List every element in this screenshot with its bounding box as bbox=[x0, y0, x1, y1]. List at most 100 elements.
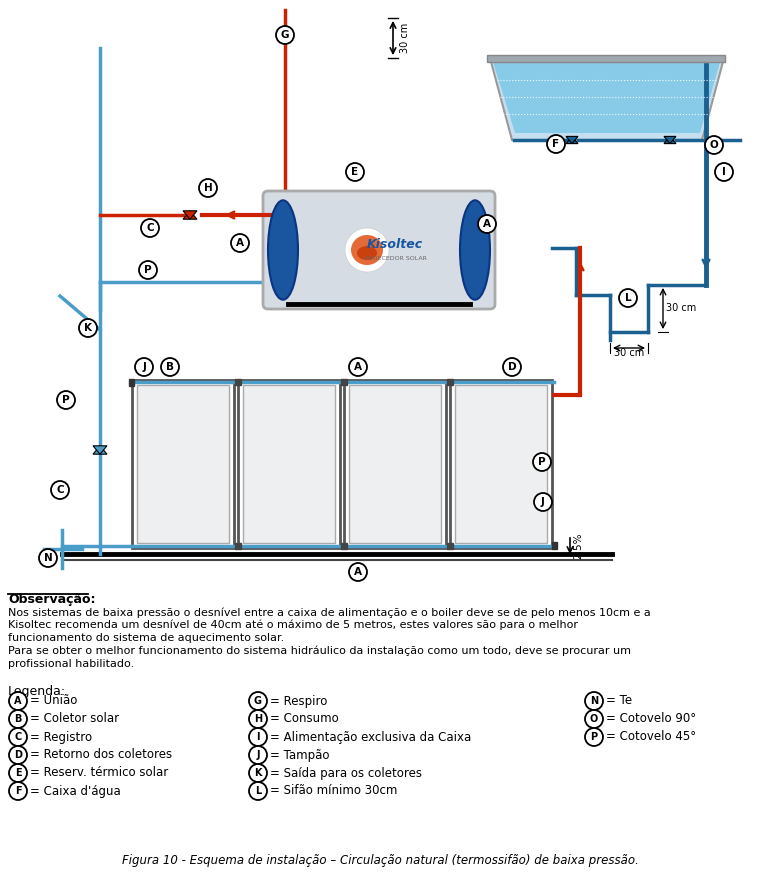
Text: E: E bbox=[351, 167, 359, 177]
Bar bbox=[552, 542, 557, 549]
Circle shape bbox=[51, 481, 69, 499]
Circle shape bbox=[9, 764, 27, 782]
Text: Kisoltec: Kisoltec bbox=[367, 238, 423, 251]
Text: H: H bbox=[204, 183, 212, 193]
Text: 30 cm: 30 cm bbox=[400, 23, 410, 53]
Circle shape bbox=[276, 26, 294, 44]
Bar bbox=[447, 379, 453, 385]
Text: Observação:: Observação: bbox=[8, 593, 96, 606]
Circle shape bbox=[9, 710, 27, 728]
Bar bbox=[132, 380, 234, 548]
Text: C: C bbox=[14, 732, 21, 742]
Text: Para se obter o melhor funcionamento do sistema hidráulico da instalação como um: Para se obter o melhor funcionamento do … bbox=[8, 646, 631, 657]
Polygon shape bbox=[93, 446, 107, 454]
Text: J: J bbox=[142, 362, 146, 372]
Text: Ver: Ver bbox=[362, 191, 382, 201]
Circle shape bbox=[249, 692, 267, 710]
Text: I: I bbox=[722, 167, 726, 177]
Circle shape bbox=[619, 289, 637, 307]
Text: G: G bbox=[254, 696, 262, 706]
Circle shape bbox=[79, 319, 97, 337]
Circle shape bbox=[349, 563, 367, 581]
Circle shape bbox=[585, 728, 603, 746]
Text: N: N bbox=[590, 696, 598, 706]
Text: = União: = União bbox=[30, 695, 78, 708]
Bar bbox=[455, 385, 547, 543]
Circle shape bbox=[346, 163, 364, 181]
Circle shape bbox=[349, 358, 367, 376]
Circle shape bbox=[585, 692, 603, 710]
Circle shape bbox=[9, 746, 27, 764]
Text: Kisoltec recomenda um desnível de 40cm até o máximo de 5 metros, estes valores s: Kisoltec recomenda um desnível de 40cm a… bbox=[8, 620, 578, 631]
Circle shape bbox=[231, 234, 249, 252]
Text: I: I bbox=[256, 732, 260, 742]
Text: E: E bbox=[14, 768, 21, 778]
Circle shape bbox=[57, 391, 75, 409]
Circle shape bbox=[249, 728, 267, 746]
Polygon shape bbox=[490, 58, 724, 140]
Text: P: P bbox=[62, 395, 70, 405]
Text: = Te: = Te bbox=[606, 695, 632, 708]
Bar bbox=[243, 385, 335, 543]
Bar bbox=[341, 379, 347, 385]
Bar bbox=[235, 379, 241, 385]
Polygon shape bbox=[664, 137, 676, 144]
Text: H: H bbox=[254, 714, 262, 724]
Circle shape bbox=[503, 358, 521, 376]
Circle shape bbox=[585, 710, 603, 728]
Circle shape bbox=[534, 493, 552, 511]
Text: F: F bbox=[14, 786, 21, 796]
Bar bbox=[344, 380, 446, 548]
Circle shape bbox=[249, 764, 267, 782]
Text: = Tampão: = Tampão bbox=[270, 748, 330, 761]
Text: P: P bbox=[591, 732, 597, 742]
Polygon shape bbox=[183, 210, 197, 219]
Text: D: D bbox=[508, 362, 516, 372]
Text: = Saída para os coletores: = Saída para os coletores bbox=[270, 766, 422, 780]
Bar bbox=[137, 385, 229, 543]
Text: OBS.: OBS. bbox=[380, 191, 405, 201]
Polygon shape bbox=[93, 446, 107, 454]
Text: A: A bbox=[483, 219, 491, 229]
Circle shape bbox=[249, 710, 267, 728]
Text: = Sifão mínimo 30cm: = Sifão mínimo 30cm bbox=[270, 785, 397, 797]
Text: B: B bbox=[14, 714, 22, 724]
Bar bbox=[487, 55, 725, 62]
Circle shape bbox=[9, 692, 27, 710]
Text: Legenda:: Legenda: bbox=[8, 685, 66, 698]
Polygon shape bbox=[566, 137, 578, 144]
Bar bbox=[235, 543, 241, 549]
Circle shape bbox=[161, 358, 179, 376]
Circle shape bbox=[478, 215, 496, 233]
Ellipse shape bbox=[460, 200, 490, 300]
Bar bbox=[447, 543, 453, 549]
Text: Figura 10 - Esquema de instalação – Circulação natural (termossifão) de baixa pr: Figura 10 - Esquema de instalação – Circ… bbox=[122, 854, 638, 867]
Circle shape bbox=[39, 549, 57, 567]
Text: D: D bbox=[14, 750, 22, 760]
Circle shape bbox=[345, 228, 389, 272]
Text: O: O bbox=[710, 140, 718, 150]
Text: J: J bbox=[256, 750, 260, 760]
Text: = Cotovelo 45°: = Cotovelo 45° bbox=[606, 731, 696, 744]
Text: L: L bbox=[255, 786, 261, 796]
Text: = Registro: = Registro bbox=[30, 731, 92, 744]
Text: AQUECEDOR SOLAR: AQUECEDOR SOLAR bbox=[363, 255, 426, 260]
Text: P: P bbox=[144, 265, 152, 275]
Bar bbox=[349, 385, 441, 543]
Text: K: K bbox=[84, 323, 92, 333]
Text: C: C bbox=[146, 223, 154, 233]
Text: C: C bbox=[56, 485, 64, 495]
Text: = Retorno dos coletores: = Retorno dos coletores bbox=[30, 748, 172, 761]
Text: K: K bbox=[255, 768, 261, 778]
Text: = Coletor solar: = Coletor solar bbox=[30, 712, 119, 725]
Text: = Consumo: = Consumo bbox=[270, 712, 339, 725]
Text: N: N bbox=[43, 553, 52, 563]
Circle shape bbox=[135, 358, 153, 376]
Text: O: O bbox=[590, 714, 598, 724]
Circle shape bbox=[533, 453, 551, 471]
Text: G: G bbox=[280, 30, 290, 40]
Text: = Cotovelo 90°: = Cotovelo 90° bbox=[606, 712, 696, 725]
Text: J: J bbox=[541, 497, 545, 507]
Text: = Alimentação exclusiva da Caixa: = Alimentação exclusiva da Caixa bbox=[270, 731, 471, 744]
Ellipse shape bbox=[351, 235, 383, 265]
